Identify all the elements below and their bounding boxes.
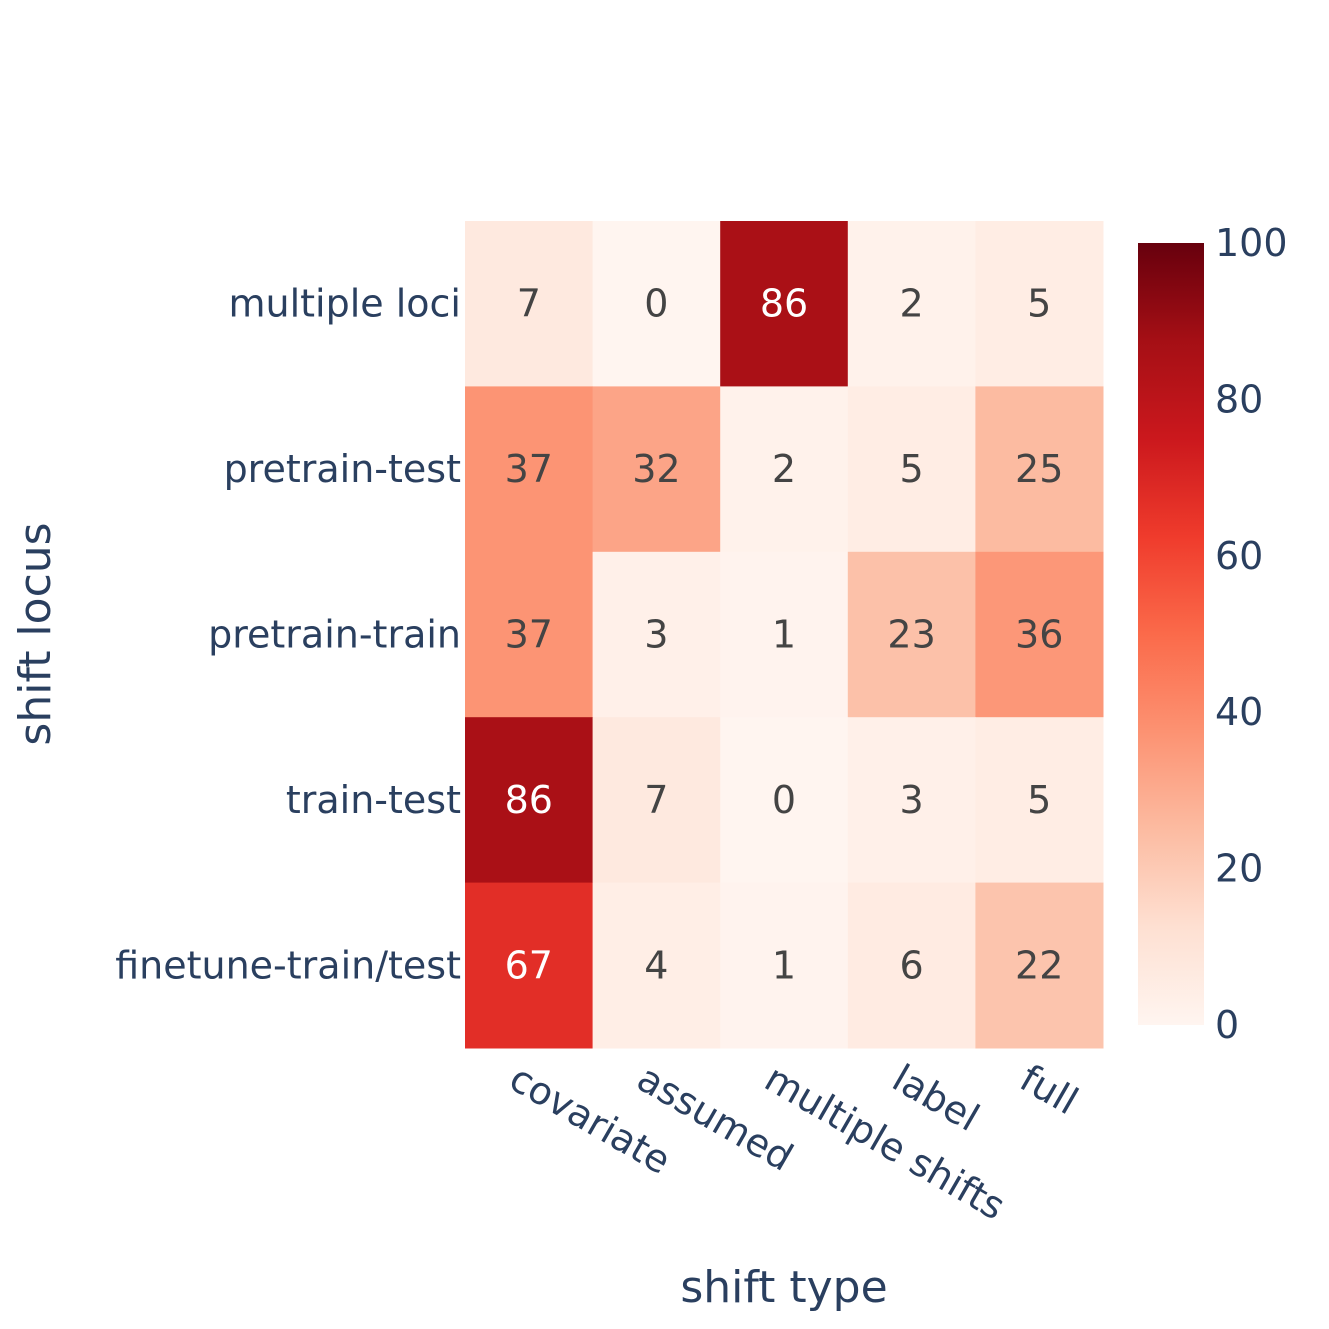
y-tick-pretrain-test: pretrain-test xyxy=(224,447,461,491)
cell-value-finetune-train-test-covariate: 67 xyxy=(505,943,553,987)
colorbar-tick-labels: 0 20 40 60 80 100 xyxy=(1215,221,1288,1047)
cell-value-pretrain-test-assumed: 32 xyxy=(632,447,680,491)
colorbar-tick-100: 100 xyxy=(1215,221,1288,265)
cell-pretrain-test-full xyxy=(975,386,1104,553)
cell-multiple-loci-multiple-shifts xyxy=(720,221,849,387)
cell-value-pretrain-train-assumed: 3 xyxy=(644,613,668,657)
y-tick-train-test: train-test xyxy=(286,778,461,822)
cell-value-train-test-assumed: 7 xyxy=(644,778,668,822)
cell-value-multiple-loci-multiple-shifts: 86 xyxy=(760,282,808,326)
y-axis-title: shift locus xyxy=(10,522,61,745)
colorbar-tick-20: 20 xyxy=(1215,847,1263,891)
colorbar-tick-0: 0 xyxy=(1215,1003,1239,1047)
cell-value-pretrain-test-multiple-shifts: 2 xyxy=(772,447,796,491)
cell-pretrain-train-covariate xyxy=(465,551,594,718)
cell-value-pretrain-test-covariate: 37 xyxy=(505,447,553,491)
cell-value-multiple-loci-full: 5 xyxy=(1027,282,1051,326)
cell-value-train-test-multiple-shifts: 0 xyxy=(772,778,796,822)
cell-value-multiple-loci-assumed: 0 xyxy=(644,282,668,326)
cell-value-train-test-label: 3 xyxy=(900,778,924,822)
colorbar-tick-60: 60 xyxy=(1215,534,1263,578)
cell-pretrain-train-full xyxy=(975,551,1104,718)
cell-finetune-train-test-multiple-shifts xyxy=(720,882,849,1049)
x-tick-full: full xyxy=(1013,1056,1086,1123)
cell-value-pretrain-train-full: 36 xyxy=(1015,613,1063,657)
cell-multiple-loci-covariate xyxy=(465,221,594,387)
cell-value-finetune-train-test-label: 6 xyxy=(900,943,924,987)
cell-multiple-loci-assumed xyxy=(592,221,721,387)
cell-pretrain-test-label xyxy=(847,386,976,553)
cell-train-test-multiple-shifts xyxy=(720,717,849,884)
cell-pretrain-train-multiple-shifts xyxy=(720,551,849,718)
cell-pretrain-train-assumed xyxy=(592,551,721,718)
cell-value-pretrain-test-full: 25 xyxy=(1015,447,1063,491)
cell-value-pretrain-test-label: 5 xyxy=(900,447,924,491)
cell-train-test-assumed xyxy=(592,717,721,884)
cell-pretrain-test-multiple-shifts xyxy=(720,386,849,553)
cell-pretrain-test-covariate xyxy=(465,386,594,553)
cell-pretrain-test-assumed xyxy=(592,386,721,553)
heatmap-cells xyxy=(465,221,1104,1049)
cell-value-finetune-train-test-full: 22 xyxy=(1015,943,1063,987)
cell-finetune-train-test-covariate xyxy=(465,882,594,1049)
cell-value-train-test-covariate: 86 xyxy=(505,778,553,822)
cell-value-multiple-loci-covariate: 7 xyxy=(517,282,541,326)
x-axis-title: shift type xyxy=(680,1262,887,1313)
y-tick-multiple-loci: multiple loci xyxy=(228,282,461,326)
colorbar-gradient xyxy=(1138,243,1204,1025)
cell-value-pretrain-train-covariate: 37 xyxy=(505,613,553,657)
cell-multiple-loci-full xyxy=(975,221,1104,387)
cell-pretrain-train-label xyxy=(847,551,976,718)
cell-value-finetune-train-test-assumed: 4 xyxy=(644,943,668,987)
cell-finetune-train-test-full xyxy=(975,882,1104,1049)
cell-train-test-label xyxy=(847,717,976,884)
colorbar-tick-80: 80 xyxy=(1215,377,1263,421)
cell-finetune-train-test-assumed xyxy=(592,882,721,1049)
cell-finetune-train-test-label xyxy=(847,882,976,1049)
cell-value-pretrain-train-label: 23 xyxy=(887,613,935,657)
y-tick-pretrain-train: pretrain-train xyxy=(208,613,461,657)
cell-train-test-full xyxy=(975,717,1104,884)
cell-multiple-loci-label xyxy=(847,221,976,387)
cell-train-test-covariate xyxy=(465,717,594,884)
cell-value-multiple-loci-label: 2 xyxy=(900,282,924,326)
cell-value-pretrain-train-multiple-shifts: 1 xyxy=(772,613,796,657)
cell-value-finetune-train-test-multiple-shifts: 1 xyxy=(772,943,796,987)
y-axis-tick-labels: multiple loci pretrain-test pretrain-train… xyxy=(115,282,461,988)
y-tick-finetune-train-test: finetune-train/test xyxy=(115,943,461,987)
colorbar-tick-40: 40 xyxy=(1215,690,1263,734)
colorbar: 0 20 40 60 80 100 xyxy=(1138,221,1288,1047)
cell-value-train-test-full: 5 xyxy=(1027,778,1051,822)
